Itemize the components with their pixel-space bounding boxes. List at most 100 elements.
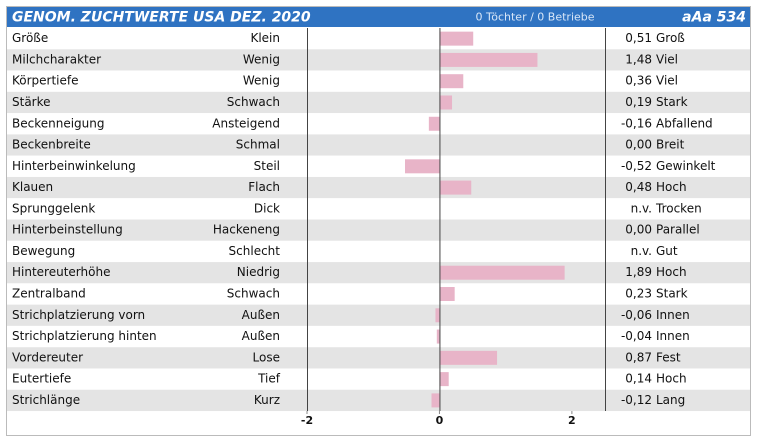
high-label: Gut (656, 244, 678, 258)
trait-label: Zentralband (12, 287, 86, 301)
header-bar (7, 7, 750, 27)
high-label: Hoch (656, 372, 687, 386)
row-background (7, 70, 750, 92)
low-label: Hackeneng (213, 223, 280, 237)
value-label: 0,19 (625, 95, 652, 109)
low-label: Außen (242, 329, 280, 343)
high-label: Hoch (656, 180, 687, 194)
high-label: Hoch (656, 265, 687, 279)
trait-label: Bewegung (12, 244, 75, 258)
value-label: 0,48 (625, 180, 652, 194)
trait-label: Körpertiefe (12, 74, 79, 88)
low-label: Außen (242, 308, 280, 322)
high-label: Innen (656, 329, 690, 343)
trait-label: Hinterbeinstellung (12, 223, 123, 237)
low-label: Tief (257, 372, 281, 386)
value-label: n.v. (631, 244, 652, 258)
row-background (7, 28, 750, 50)
trait-label: Größe (12, 31, 48, 45)
trait-label: Vordereuter (12, 350, 83, 364)
chart-subtitle: 0 Töchter / 0 Betriebe (475, 11, 594, 24)
high-label: Trocken (655, 201, 702, 215)
bar (439, 52, 538, 67)
low-label: Ansteigend (212, 116, 280, 130)
bar (436, 329, 440, 344)
bar (435, 308, 440, 323)
high-label: Abfallend (656, 116, 713, 130)
x-tick-label: 0 (436, 414, 444, 427)
low-label: Schwach (227, 95, 280, 109)
row-background (7, 113, 750, 135)
value-label: 1,48 (625, 52, 652, 66)
bar (439, 287, 455, 301)
low-label: Klein (250, 31, 280, 45)
x-tick-label: 2 (568, 414, 576, 427)
high-label: Stark (656, 287, 688, 301)
bar (405, 159, 440, 174)
bar (439, 180, 472, 195)
low-label: Kurz (254, 393, 280, 407)
row-background (7, 325, 750, 348)
row-background (7, 240, 750, 263)
trait-label: Eutertiefe (12, 372, 71, 386)
value-label: -0,06 (621, 308, 652, 322)
high-label: Fest (656, 350, 681, 364)
row-background (7, 134, 750, 156)
bar (428, 116, 440, 131)
value-label: -0,52 (621, 159, 652, 173)
high-label: Innen (656, 308, 690, 322)
trait-label: Hintereuterhöhe (12, 265, 110, 279)
bar (439, 74, 464, 89)
chart-title: GENOM. ZUCHTWERTE USA DEZ. 2020 (12, 10, 311, 26)
row-background (7, 368, 750, 390)
low-label: Schmal (236, 138, 280, 152)
high-label: Groß (656, 31, 685, 45)
trait-label: Strichlänge (12, 393, 80, 407)
row-background (7, 49, 750, 71)
value-label: 0,14 (625, 372, 652, 386)
value-label: n.v. (631, 201, 652, 215)
low-label: Schlecht (229, 244, 281, 258)
low-label: Niedrig (237, 265, 280, 279)
value-label: 0,51 (625, 31, 652, 45)
value-label: 1,89 (625, 265, 652, 279)
trait-label: Strichplatzierung vorn (12, 308, 145, 322)
row-background (7, 198, 750, 220)
row-background (7, 155, 750, 177)
low-label: Steil (254, 159, 280, 173)
high-label: Lang (656, 393, 685, 407)
bar (431, 393, 440, 408)
value-label: -0,16 (621, 116, 652, 130)
high-label: Breit (656, 138, 685, 152)
low-label: Flach (248, 180, 280, 194)
trait-label: Beckenneigung (12, 116, 105, 130)
high-label: Viel (656, 74, 678, 88)
trait-label: Klauen (12, 180, 53, 194)
row-background (7, 304, 750, 326)
high-label: Parallel (656, 223, 700, 237)
trait-label: Milchcharakter (12, 52, 101, 66)
low-label: Schwach (227, 287, 280, 301)
trait-label: Sprunggelenk (12, 201, 95, 215)
row-background (7, 283, 750, 305)
trait-label: Stärke (12, 95, 51, 109)
bar (439, 31, 474, 46)
bar (439, 350, 498, 365)
low-label: Wenig (243, 74, 280, 88)
trait-label: Beckenbreite (12, 138, 91, 152)
trait-label: Hinterbeinwinkelung (12, 159, 136, 173)
bar (439, 372, 449, 387)
bar (439, 95, 453, 110)
row-background (7, 176, 750, 199)
code: aAa 534 (682, 10, 746, 26)
trait-label: Strichplatzierung hinten (12, 329, 157, 343)
value-label: 0,00 (625, 223, 652, 237)
low-label: Lose (253, 350, 280, 364)
value-label: -0,12 (621, 393, 652, 407)
value-label: -0,04 (621, 329, 652, 343)
row-background (7, 389, 750, 412)
low-label: Wenig (243, 52, 280, 66)
low-label: Dick (254, 201, 280, 215)
bar (439, 265, 565, 280)
